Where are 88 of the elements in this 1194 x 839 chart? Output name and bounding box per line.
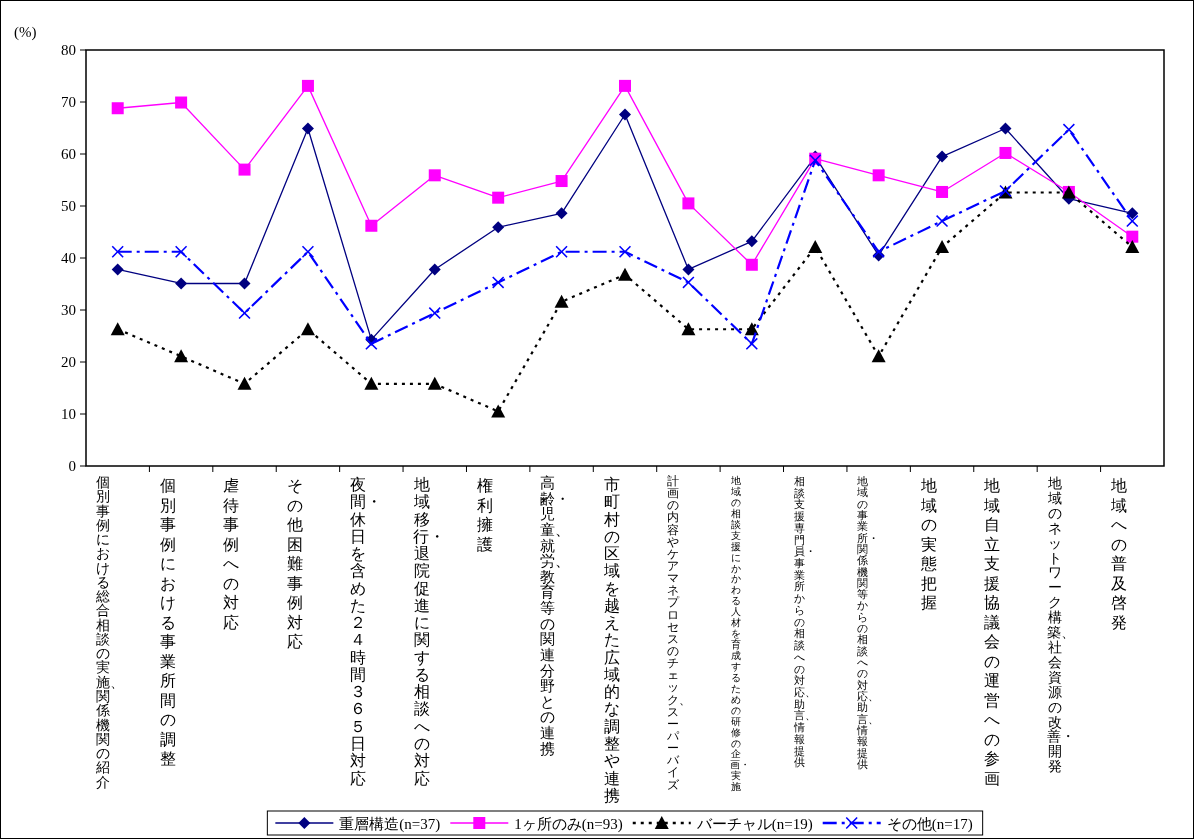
x-tick-label: 権利擁護 xyxy=(476,476,494,554)
point xyxy=(619,108,631,121)
y-tick-label: 60 xyxy=(61,146,76,162)
category-label: 市町村の区域を越えた広域的な調整や連携 xyxy=(603,476,620,804)
point xyxy=(365,219,378,232)
point xyxy=(936,185,949,198)
point xyxy=(555,245,568,258)
point xyxy=(175,277,188,290)
point xyxy=(1125,240,1140,254)
y-tick-label: 10 xyxy=(61,406,76,422)
point xyxy=(619,245,631,258)
y-tick-label: 0 xyxy=(68,458,76,474)
y-axis-title: (%) xyxy=(14,24,37,41)
point xyxy=(301,245,314,258)
category-label: 地域の事業所・関係機関等からの相談への対応、助言、情報提供 xyxy=(856,475,879,770)
point xyxy=(237,376,252,390)
y-tick-label: 50 xyxy=(61,198,76,214)
point xyxy=(491,404,506,418)
point xyxy=(745,258,758,271)
x-tick-label: 虐待事例への対応 xyxy=(222,476,240,632)
point xyxy=(1126,207,1139,220)
point xyxy=(428,263,441,276)
point xyxy=(428,307,441,320)
point xyxy=(745,235,758,248)
point xyxy=(808,240,823,254)
category-label: 地域の相談支援にかかわる人材を育成するための研修の企画・実施 xyxy=(730,475,751,793)
point xyxy=(555,207,568,220)
point xyxy=(175,245,188,258)
point xyxy=(745,337,758,350)
category-label: その他困難事例対応 xyxy=(286,477,303,650)
legend-label: 1ヶ所のみ(n=93) xyxy=(514,816,623,833)
point xyxy=(301,122,314,135)
point xyxy=(936,150,949,163)
y-tick-label: 30 xyxy=(61,302,76,318)
point xyxy=(1062,123,1075,136)
category-label: 地域のネットワーク構築、社会資源の改善・開発 xyxy=(1047,475,1076,775)
point xyxy=(427,376,442,390)
category-label: 高齢・児童、就労、教育等の関連分野との連携 xyxy=(539,475,570,757)
category-label: 地域移行・退院促進に関する相談への対応 xyxy=(413,476,446,787)
x-tick-label: 地域への普及啓発 xyxy=(1110,476,1128,632)
point xyxy=(619,79,631,92)
point xyxy=(682,263,695,276)
point xyxy=(492,276,505,289)
point xyxy=(936,215,949,228)
legend-label: バーチャル(n=19) xyxy=(695,816,813,833)
point xyxy=(999,122,1012,135)
point xyxy=(238,307,251,320)
point xyxy=(428,169,441,182)
point xyxy=(238,277,251,290)
point xyxy=(365,337,378,350)
point xyxy=(111,263,124,276)
point xyxy=(871,349,886,363)
point xyxy=(935,240,950,254)
point xyxy=(1126,215,1139,228)
category-label: 個別事例における総合相談の実施、関係機関の紹介 xyxy=(96,475,124,790)
point xyxy=(174,349,189,363)
legend-label: 重層構造(n=37) xyxy=(339,816,441,833)
point xyxy=(681,322,696,336)
point xyxy=(110,322,125,336)
point xyxy=(364,376,379,390)
point xyxy=(554,294,569,308)
category-label: 夜間・休日を含めた２４時間３６５日対応 xyxy=(349,476,382,787)
point xyxy=(492,221,505,234)
y-tick-label: 40 xyxy=(61,250,76,266)
point xyxy=(300,322,315,336)
point xyxy=(111,245,124,258)
point xyxy=(682,276,695,289)
category-label: 計画の内容やケアマネプロセスのチェック、スーパーバイズ xyxy=(666,475,691,792)
point xyxy=(999,146,1012,159)
point xyxy=(555,175,568,188)
y-tick-label: 20 xyxy=(61,354,76,370)
x-tick-label: 地域の実態把握 xyxy=(920,476,938,613)
point xyxy=(492,191,505,204)
y-tick-label: 80 xyxy=(61,42,76,58)
category-label: 個別事例における事業所間の調整 xyxy=(159,477,176,767)
point xyxy=(872,245,885,258)
point xyxy=(1126,230,1139,243)
y-tick-label: 70 xyxy=(61,94,76,110)
point xyxy=(301,79,314,92)
category-label: 相談支援専門員・事業所からの相談への対応、助言、情報提供 xyxy=(793,475,816,769)
point xyxy=(238,163,251,176)
point xyxy=(175,96,188,109)
point xyxy=(872,169,885,182)
point xyxy=(618,267,632,281)
legend-label: その他(n=17) xyxy=(886,816,973,833)
category-label: 地域自立支援協議会の運営への参画 xyxy=(984,477,1001,787)
point xyxy=(682,197,695,210)
point xyxy=(111,102,124,115)
